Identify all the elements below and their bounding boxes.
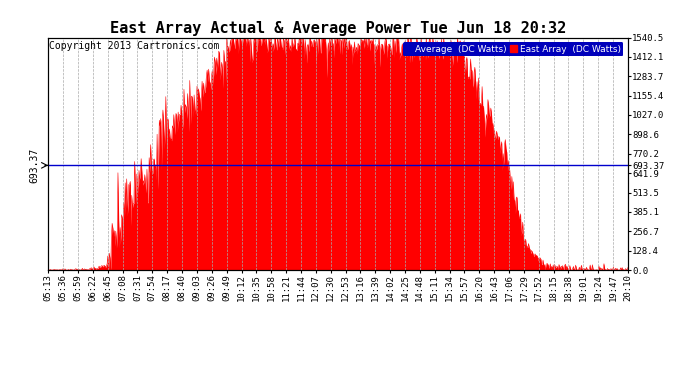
Title: East Array Actual & Average Power Tue Jun 18 20:32: East Array Actual & Average Power Tue Ju… (110, 21, 566, 36)
Text: Copyright 2013 Cartronics.com: Copyright 2013 Cartronics.com (50, 41, 220, 51)
Legend: Average  (DC Watts), East Array  (DC Watts): Average (DC Watts), East Array (DC Watts… (403, 42, 623, 56)
